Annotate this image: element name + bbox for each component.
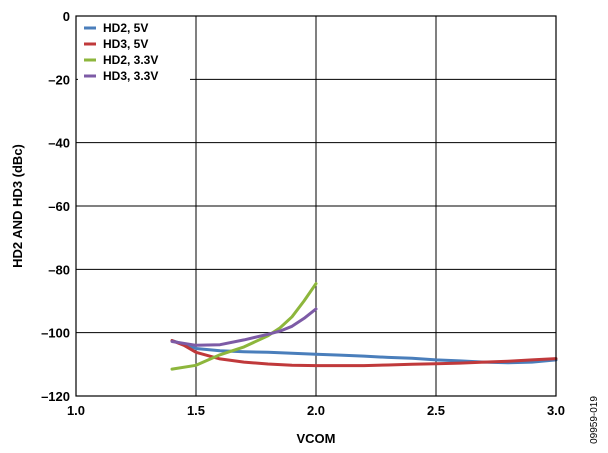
series-line — [170, 307, 318, 347]
legend-label: HD3, 3.3V — [103, 69, 158, 83]
legend-background — [78, 18, 190, 86]
x-tick-label: 1.0 — [67, 403, 85, 418]
x-tick-label: 3.0 — [547, 403, 565, 418]
figure-id: 09959-019 — [589, 396, 600, 444]
x-tick-label: 2.0 — [307, 403, 325, 418]
legend-label: HD2, 5V — [103, 21, 148, 35]
y-axis-label: HD2 AND HD3 (dBc) — [10, 144, 25, 268]
x-tick-label: 2.5 — [427, 403, 445, 418]
y-tick-label: –120 — [41, 389, 70, 404]
x-axis-label: VCOM — [297, 431, 336, 446]
y-tick-label: –40 — [48, 136, 70, 151]
y-tick-label: –20 — [48, 72, 70, 87]
x-tick-label: 1.5 — [187, 403, 205, 418]
y-tick-label: –100 — [41, 326, 70, 341]
series-lines — [170, 282, 558, 371]
y-tick-label: 0 — [63, 9, 70, 24]
y-tick-label: –80 — [48, 262, 70, 277]
plot-frame — [75, 15, 557, 397]
legend-label: HD2, 3.3V — [103, 53, 158, 67]
legend-label: HD3, 5V — [103, 37, 148, 51]
legend: HD2, 5V HD3, 5V HD2, 3.3V HD3, 3.3V — [78, 18, 190, 86]
y-tick-labels: 0 –20 –40 –60 –80 –100 –120 — [41, 9, 70, 404]
y-tick-label: –60 — [48, 199, 70, 214]
x-tick-labels: 1.0 1.5 2.0 2.5 3.0 — [67, 403, 565, 418]
